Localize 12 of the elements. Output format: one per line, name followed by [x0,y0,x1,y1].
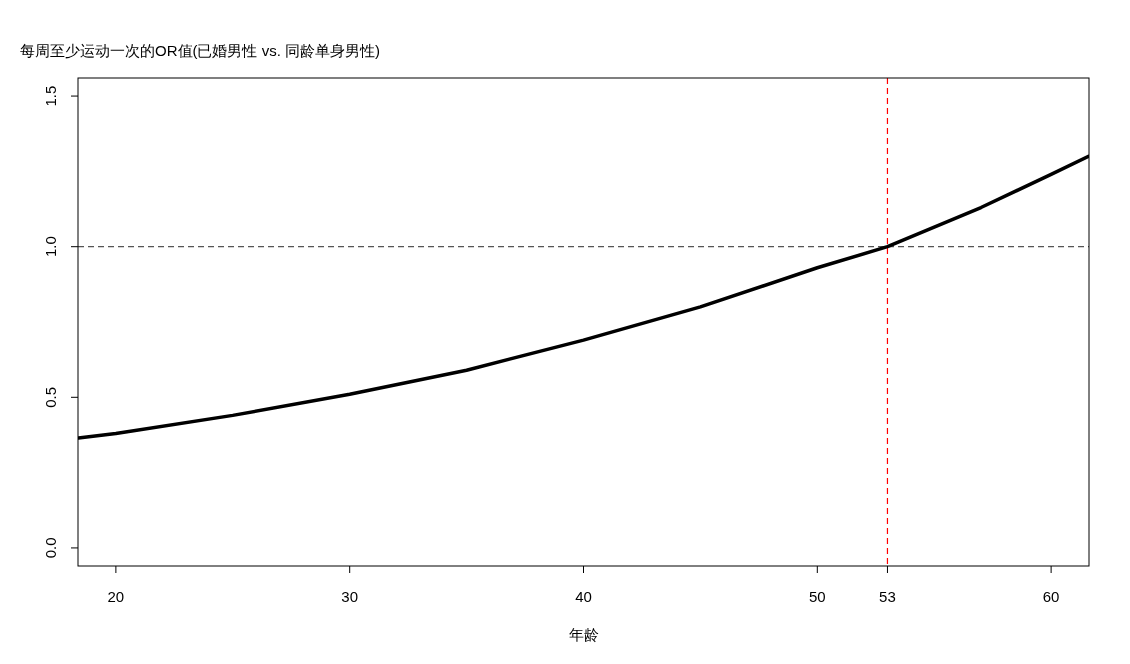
y-tick-label: 1.0 [42,236,59,258]
x-tick-label: 30 [341,588,359,605]
x-tick-label: 53 [879,588,896,605]
y-tick-label: 0.5 [42,386,59,408]
chart-title: 每周至少运动一次的OR值(已婚男性 vs. 同龄单身男性) [20,42,380,59]
x-tick-label: 20 [107,588,125,605]
x-axis-title: 年龄 [568,626,599,643]
x-tick-label: 60 [1042,588,1060,605]
x-tick-label: 40 [575,588,592,605]
y-tick-label: 0.0 [42,537,59,559]
x-tick-label: 50 [808,588,826,605]
y-tick-label: 1.5 [42,85,59,107]
